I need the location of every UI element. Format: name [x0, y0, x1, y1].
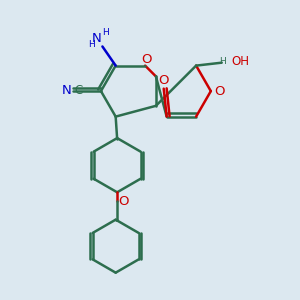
Text: H: H	[103, 28, 109, 37]
Text: N: N	[92, 32, 102, 45]
Text: O: O	[141, 53, 152, 66]
Text: N: N	[61, 84, 71, 97]
Text: H: H	[88, 40, 94, 49]
Text: C: C	[75, 84, 83, 97]
Text: O: O	[158, 74, 169, 87]
Text: O: O	[214, 85, 224, 98]
Text: O: O	[118, 196, 129, 208]
Text: OH: OH	[231, 55, 249, 68]
Text: H: H	[219, 57, 226, 66]
